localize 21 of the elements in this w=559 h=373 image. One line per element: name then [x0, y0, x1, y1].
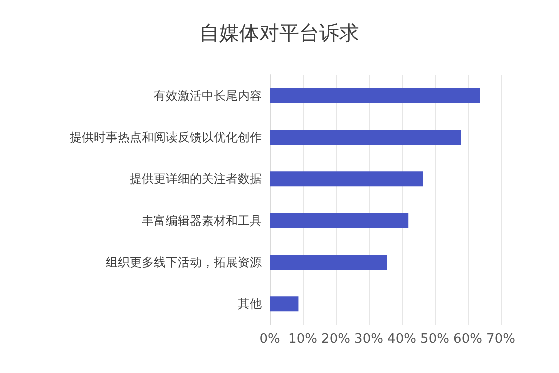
bar [270, 213, 409, 228]
x-tick-label: 20% [322, 332, 350, 347]
y-tick-label: 其他 [238, 297, 262, 312]
bar [270, 172, 424, 187]
x-tick-label: 40% [388, 332, 416, 347]
x-tick-label: 0% [260, 332, 280, 347]
x-tick-label: 50% [420, 332, 450, 347]
bar [270, 296, 299, 312]
x-tick-label: 30% [354, 332, 384, 347]
y-tick-label: 提供时事热点和阅读反馈以优化创作 [70, 130, 262, 144]
y-tick-label: 有效激活中长尾内容 [154, 88, 262, 103]
bar [270, 130, 462, 145]
x-tick-label: 10% [288, 332, 318, 347]
x-tick-label: 60% [454, 332, 482, 347]
x-tick-label: 70% [486, 332, 516, 347]
y-tick-label: 组织更多线下活动，拓展资源 [106, 256, 262, 270]
bar [270, 255, 388, 270]
y-tick-label: 丰富编辑器素材和工具 [142, 214, 262, 228]
y-tick-label: 提供更详细的关注者数据 [130, 172, 262, 186]
bar [270, 88, 480, 104]
chart-title: 自媒体对平台诉求 [200, 21, 360, 45]
